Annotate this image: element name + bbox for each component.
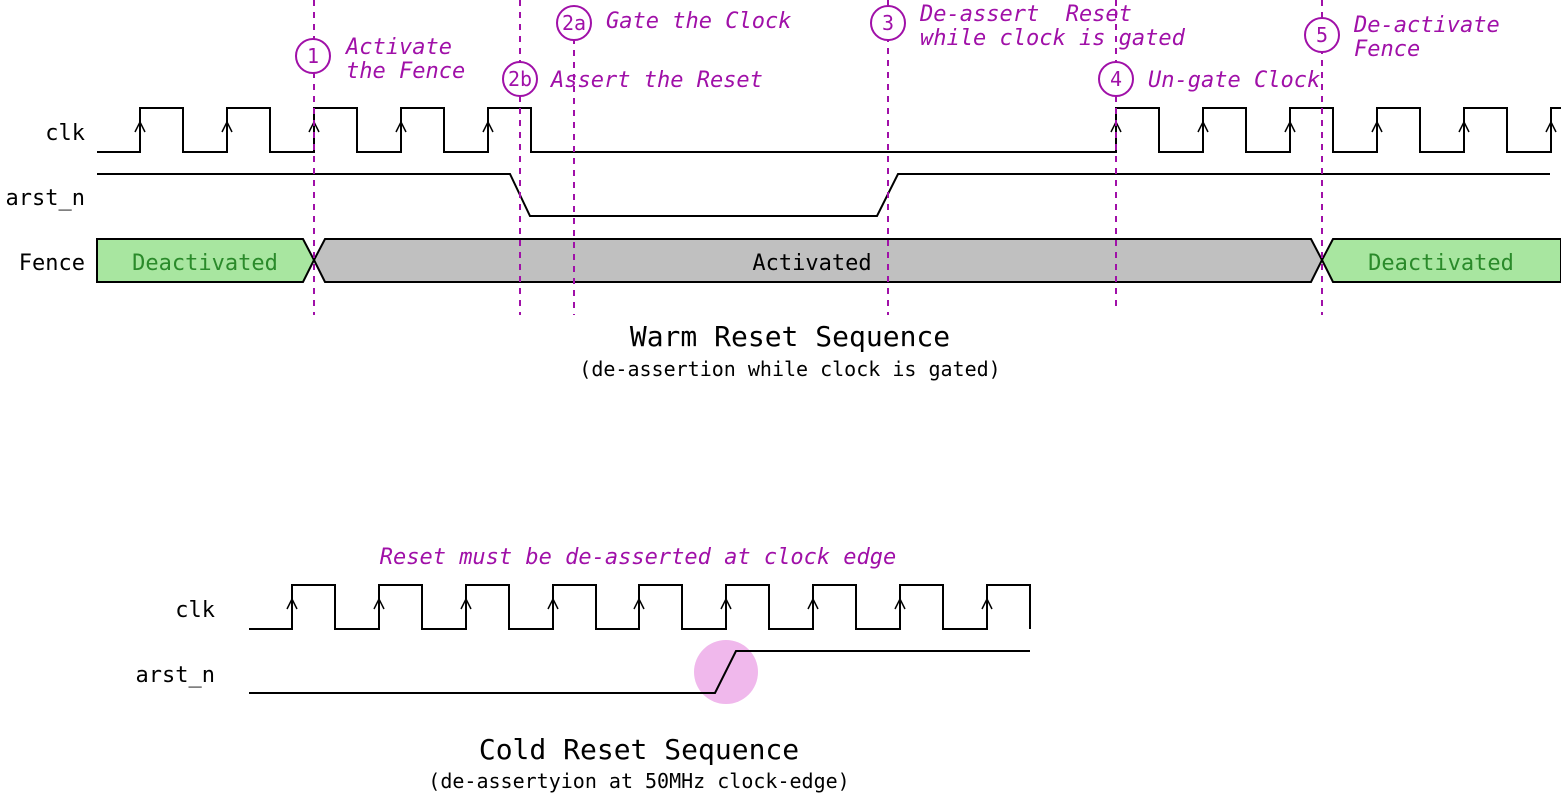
step-3-number: 3 [882, 11, 894, 35]
fence-state-deactivated-right: Deactivated [1368, 251, 1514, 276]
step-2a-text: Gate the Clock [606, 9, 791, 34]
cold-clk-label: clk [175, 598, 215, 623]
warm-arst-waveform [97, 173, 1550, 217]
step-2b-number: 2b [508, 67, 532, 91]
step-1-marker [295, 38, 331, 74]
step-4-number: 4 [1110, 67, 1122, 91]
step-4: 4 Un-gate Clock [1098, 61, 1320, 97]
fence-deactivated-left [96, 238, 316, 283]
step-1-number: 1 [307, 44, 319, 68]
fence-state-activated: Activated [752, 251, 871, 276]
step-1-text-line1: Activate [344, 35, 452, 60]
cold-clk-waveform [249, 584, 1031, 630]
fence-deactivated-right [1320, 238, 1561, 283]
step-2b-text: Assert the Reset [549, 68, 763, 93]
step-2a: 2a Gate the Clock [556, 5, 791, 41]
fence-state-deactivated-left: Deactivated [132, 251, 278, 276]
warm-fence-label: Fence [19, 251, 85, 276]
warm-clk-edge-arrows [134, 120, 1557, 133]
warm-clk-label: clk [45, 121, 85, 146]
step-5: 5 De-activate Fence [1304, 13, 1500, 62]
warm-reset-section: clk arst_n Fence Deactivated Activated D… [6, 0, 1561, 381]
cold-title: Cold Reset Sequence [479, 733, 799, 766]
step-5-number: 5 [1316, 23, 1328, 47]
warm-title: Warm Reset Sequence [630, 320, 950, 353]
step-5-text-line2: Fence [1354, 37, 1420, 62]
step-2b-marker [502, 61, 538, 97]
fence-activated [312, 238, 1324, 283]
warm-subtitle: (de-assertion while clock is gated) [579, 357, 1000, 381]
cold-clk-edge-arrows [286, 597, 993, 610]
cold-arst-label: arst_n [136, 663, 215, 688]
step-5-marker [1304, 17, 1340, 53]
step-2a-marker [556, 5, 592, 41]
cold-subtitle: (de-assertyion at 50MHz clock-edge) [428, 769, 849, 793]
step-3-text-line2: while clock is gated [920, 26, 1186, 51]
cold-arst-waveform [249, 650, 1030, 694]
step-1-text-line2: the Fence [346, 59, 465, 84]
step-1: 1 Activate the Fence [295, 35, 465, 84]
step-3-marker [870, 5, 906, 41]
cold-note: Reset must be de-asserted at clock edge [380, 545, 897, 570]
step-3: 3 De-assert Reset while clock is gated [870, 2, 1186, 51]
step-2b: 2b Assert the Reset [502, 61, 763, 97]
warm-clk-waveform [97, 107, 1561, 153]
step-5-text-line1: De-activate [1353, 13, 1500, 38]
warm-arst-label: arst_n [6, 186, 85, 211]
step-4-marker [1098, 61, 1134, 97]
cold-reset-section: Reset must be de-asserted at clock edge … [136, 545, 1031, 793]
step-3-text-line1: De-assert Reset [919, 2, 1132, 27]
step-2a-number: 2a [562, 11, 586, 35]
step-4-text: Un-gate Clock [1148, 68, 1320, 93]
